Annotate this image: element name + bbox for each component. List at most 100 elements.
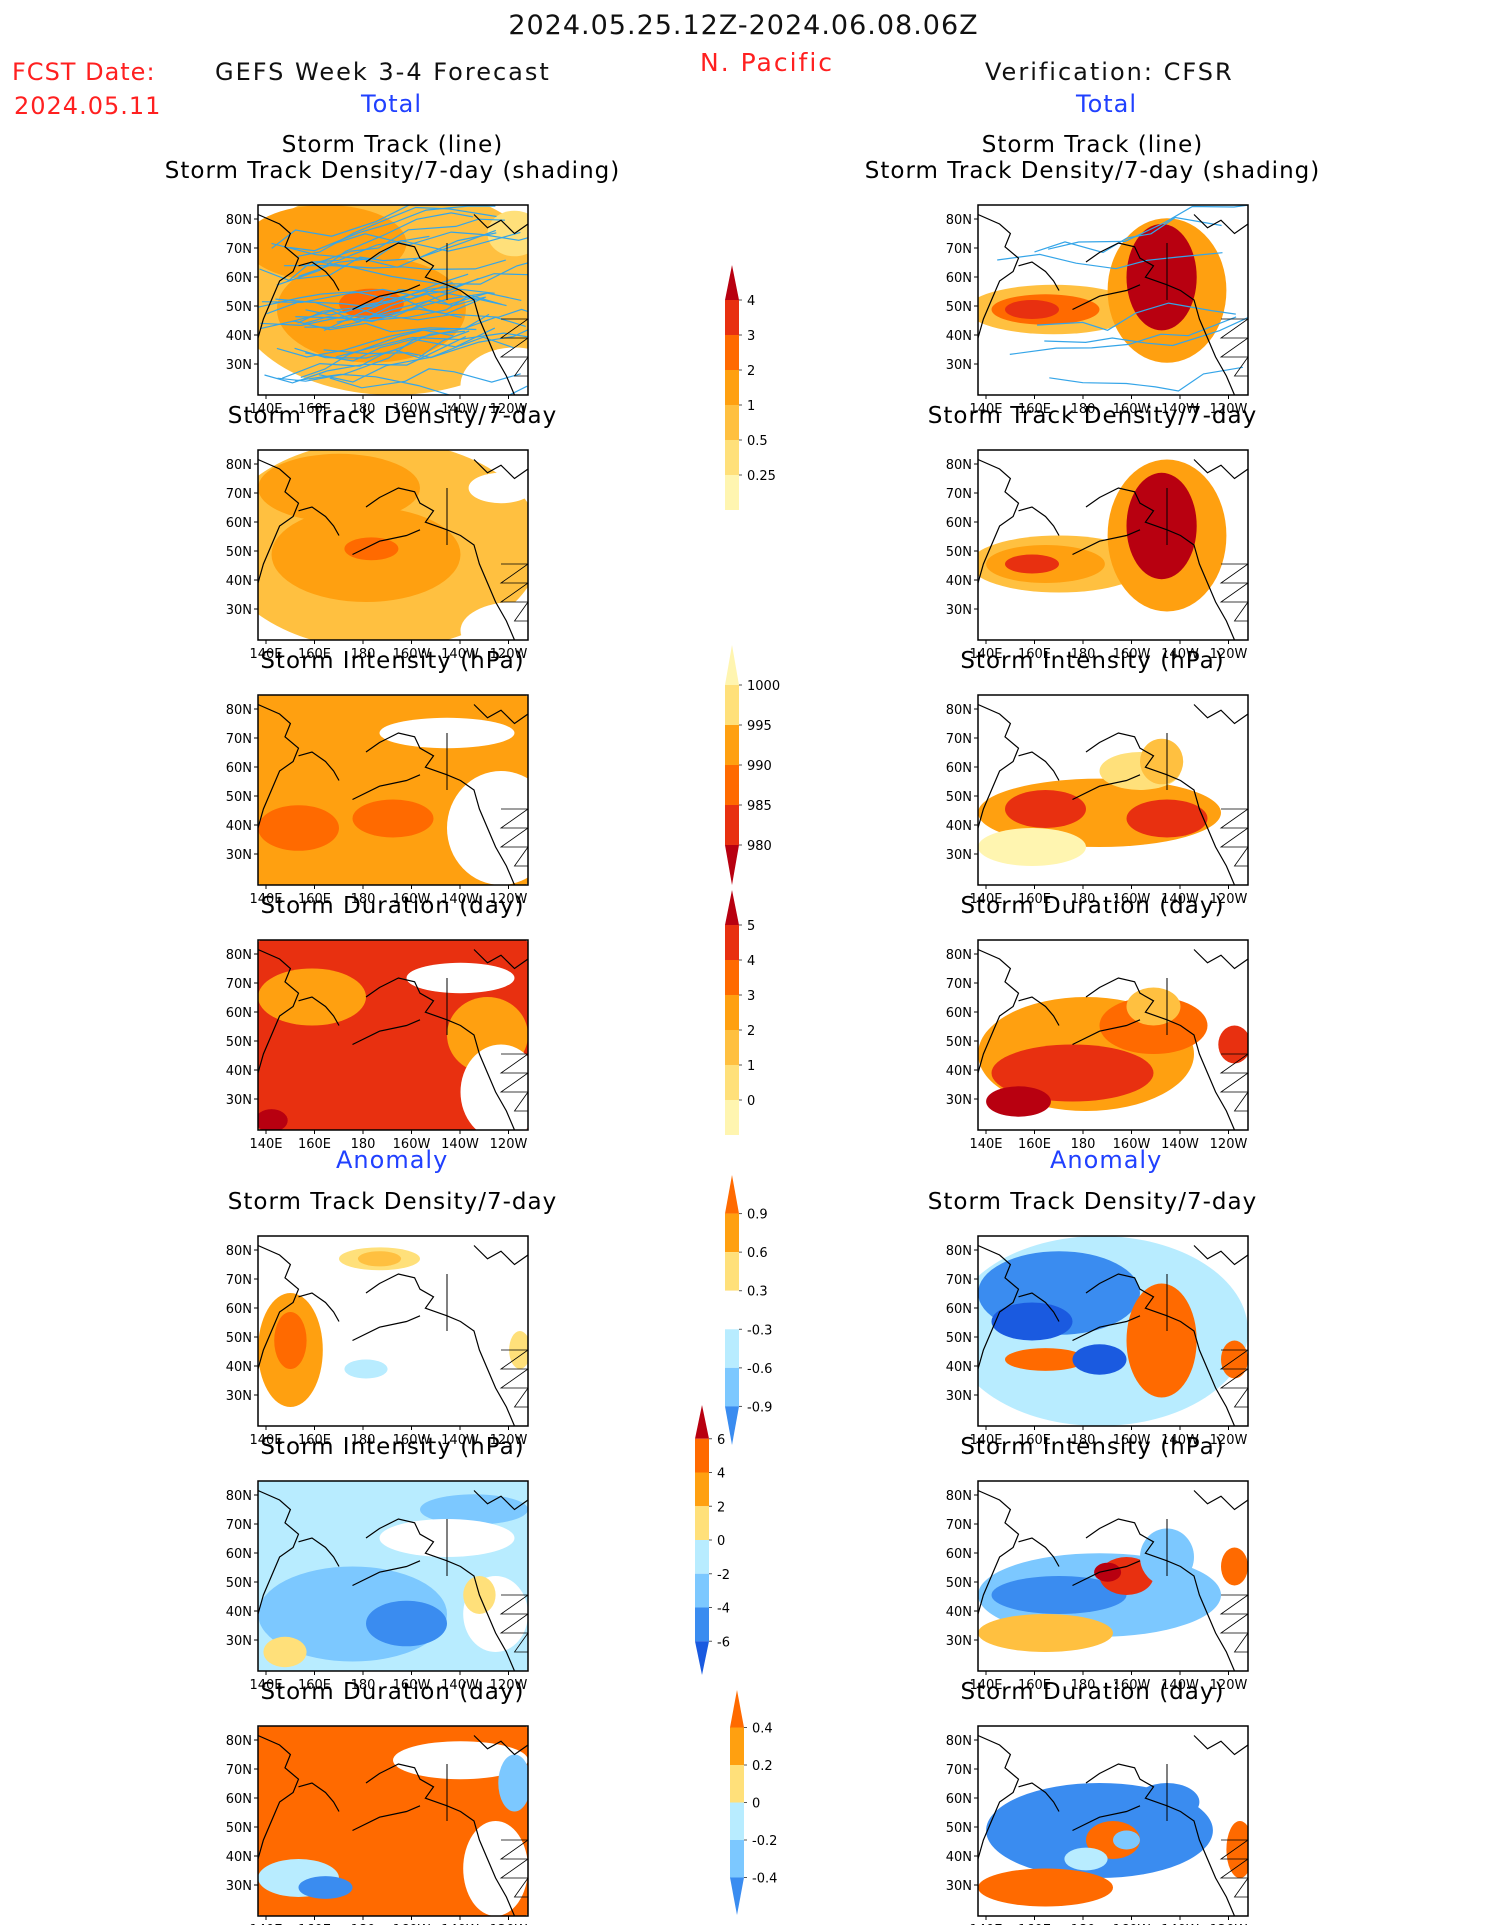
- lat-tick-label: 80N: [226, 1734, 252, 1749]
- lon-tick-label: 180: [1071, 1137, 1096, 1152]
- lon-tick-label: 160W: [1113, 1923, 1151, 1925]
- storm-track-line: [297, 229, 497, 280]
- shading-region-4: [1005, 300, 1059, 319]
- lon-tick-label: 160W: [1113, 1678, 1151, 1693]
- lon-tick-label: 160E: [1018, 647, 1051, 662]
- lat-tick-label: 70N: [946, 1763, 972, 1778]
- colorbar-segment: [725, 725, 739, 765]
- right-duration-title: Storm Duration (day): [960, 893, 1225, 919]
- arctic-coastline: [1193, 1490, 1248, 1511]
- right-anom_intensity-shading: [978, 1481, 1248, 1671]
- shading-region-5: [344, 1359, 388, 1379]
- colorbar-arrow-top: [725, 890, 739, 925]
- lat-tick-label: 30N: [946, 603, 972, 618]
- lat-tick-label: 30N: [226, 1879, 252, 1894]
- colorbar-segment: [725, 440, 739, 475]
- colorbar-label: 985: [747, 799, 772, 814]
- lon-tick-label: 140W: [441, 1433, 479, 1448]
- lon-tick-label: 140W: [441, 1678, 479, 1693]
- lon-tick-label: 140E: [969, 647, 1002, 662]
- left-anom-density-title: Storm Track Density/7-day: [227, 1189, 558, 1215]
- shading-region-6: [1221, 1547, 1248, 1586]
- colorbar-arrow-top: [695, 1405, 709, 1439]
- shading-region-2: [986, 1086, 1051, 1117]
- colorbar-segment: [725, 685, 739, 725]
- colorbar-label: 0: [717, 1534, 725, 1549]
- left-track-title-1: Storm Track (line): [281, 132, 504, 158]
- colorbar-arrow-top: [725, 265, 739, 300]
- lat-tick-label: 50N: [946, 1035, 972, 1050]
- lon-tick-label: 140E: [249, 1137, 282, 1152]
- anom_intensity-colorbar: 6 4 2 0 -2 -4 -6: [695, 1405, 730, 1675]
- colorbar-label: 1: [747, 1059, 755, 1074]
- map-frame: [257, 449, 529, 641]
- lat-tick-label: 30N: [946, 848, 972, 863]
- shading-region-3: [357, 1251, 402, 1267]
- lon-tick-label: 140W: [1161, 402, 1199, 417]
- left-anom_density-shading: [258, 1236, 528, 1426]
- anom_density-colorbar: 0.9 0.6 0.3 -0.3 -0.6 -0.9: [725, 1175, 772, 1445]
- colorbar-label: 0.4: [752, 1722, 773, 1737]
- lat-tick-label: 70N: [226, 1518, 252, 1533]
- shading-region-1: [393, 1741, 528, 1780]
- lon-tick-label: 180: [351, 1137, 376, 1152]
- state-borders: [1219, 1594, 1248, 1653]
- lon-tick-label: 140W: [1161, 1433, 1199, 1448]
- colorbar-segment: [695, 1438, 709, 1473]
- aleutian-chain: [1072, 1560, 1141, 1587]
- lon-tick-label: 120W: [1210, 1923, 1248, 1925]
- lat-tick-label: 60N: [226, 1302, 252, 1317]
- storm-track-line: [1047, 205, 1248, 250]
- shading-region-3: [978, 828, 1086, 866]
- shading-region-1: [274, 1312, 307, 1369]
- colorbar-segment: [725, 1100, 739, 1135]
- state-borders: [499, 1594, 528, 1653]
- colorbar-label: 1000: [747, 679, 780, 694]
- shading-region-5: [258, 1109, 288, 1130]
- lon-tick-label: 160E: [298, 1433, 331, 1448]
- shading-region-5: [1140, 738, 1184, 785]
- shading-region-4: [1005, 1348, 1086, 1371]
- aleutian-chain: [1072, 1315, 1141, 1342]
- lat-tick-label: 40N: [226, 329, 252, 344]
- shading-region-5: [1226, 1821, 1248, 1878]
- lon-tick-label: 180: [1071, 1678, 1096, 1693]
- lon-tick-label: 180: [351, 1678, 376, 1693]
- right-anom_duration-map: 80N 70N 60N 50N 40N 30N 140E 160E 180 160W 140W 120…: [946, 1725, 1249, 1925]
- aleutian-chain: [352, 1019, 421, 1046]
- lat-tick-label: 70N: [946, 977, 972, 992]
- colorbar-segment: [725, 805, 739, 845]
- lat-tick-label: 40N: [946, 329, 972, 344]
- lat-tick-label: 80N: [226, 458, 252, 473]
- storm-track-line: [281, 330, 465, 379]
- lat-tick-label: 60N: [946, 1792, 972, 1807]
- lon-tick-label: 160W: [393, 402, 431, 417]
- lat-tick-label: 60N: [946, 516, 972, 531]
- lat-tick-label: 70N: [946, 1273, 972, 1288]
- colorbar-label: 0.25: [747, 469, 776, 484]
- colorbar-segment: [725, 995, 739, 1030]
- lon-tick-label: 140W: [1161, 892, 1199, 907]
- lat-tick-label: 40N: [946, 819, 972, 834]
- map-frame: [977, 449, 1249, 641]
- left-anom_intensity-map: 80N 70N 60N 50N 40N 30N 140E 160E 180 160W 140W 120…: [226, 1480, 529, 1693]
- lon-tick-label: 120W: [1210, 402, 1248, 417]
- right-total-label: Total: [1076, 90, 1138, 118]
- lon-tick-label: 140E: [249, 402, 282, 417]
- shading-region-4: [298, 1876, 353, 1899]
- colorbar-segment: [725, 1030, 739, 1065]
- lon-tick-label: 180: [351, 1923, 376, 1925]
- left-duration-title: Storm Duration (day): [260, 893, 525, 919]
- lat-tick-label: 60N: [946, 761, 972, 776]
- state-borders: [1219, 1349, 1248, 1408]
- lon-tick-label: 140W: [441, 402, 479, 417]
- storm-track-line: [259, 235, 430, 282]
- colorbar-segment: [730, 1840, 744, 1878]
- colorbar-label: 995: [747, 719, 772, 734]
- colorbar-label: 0.9: [747, 1208, 768, 1223]
- kamchatka-coastline: [1018, 1292, 1060, 1322]
- map-frame: [257, 939, 529, 1131]
- colorbar-label: -4: [717, 1602, 730, 1617]
- arctic-coastline: [473, 214, 528, 235]
